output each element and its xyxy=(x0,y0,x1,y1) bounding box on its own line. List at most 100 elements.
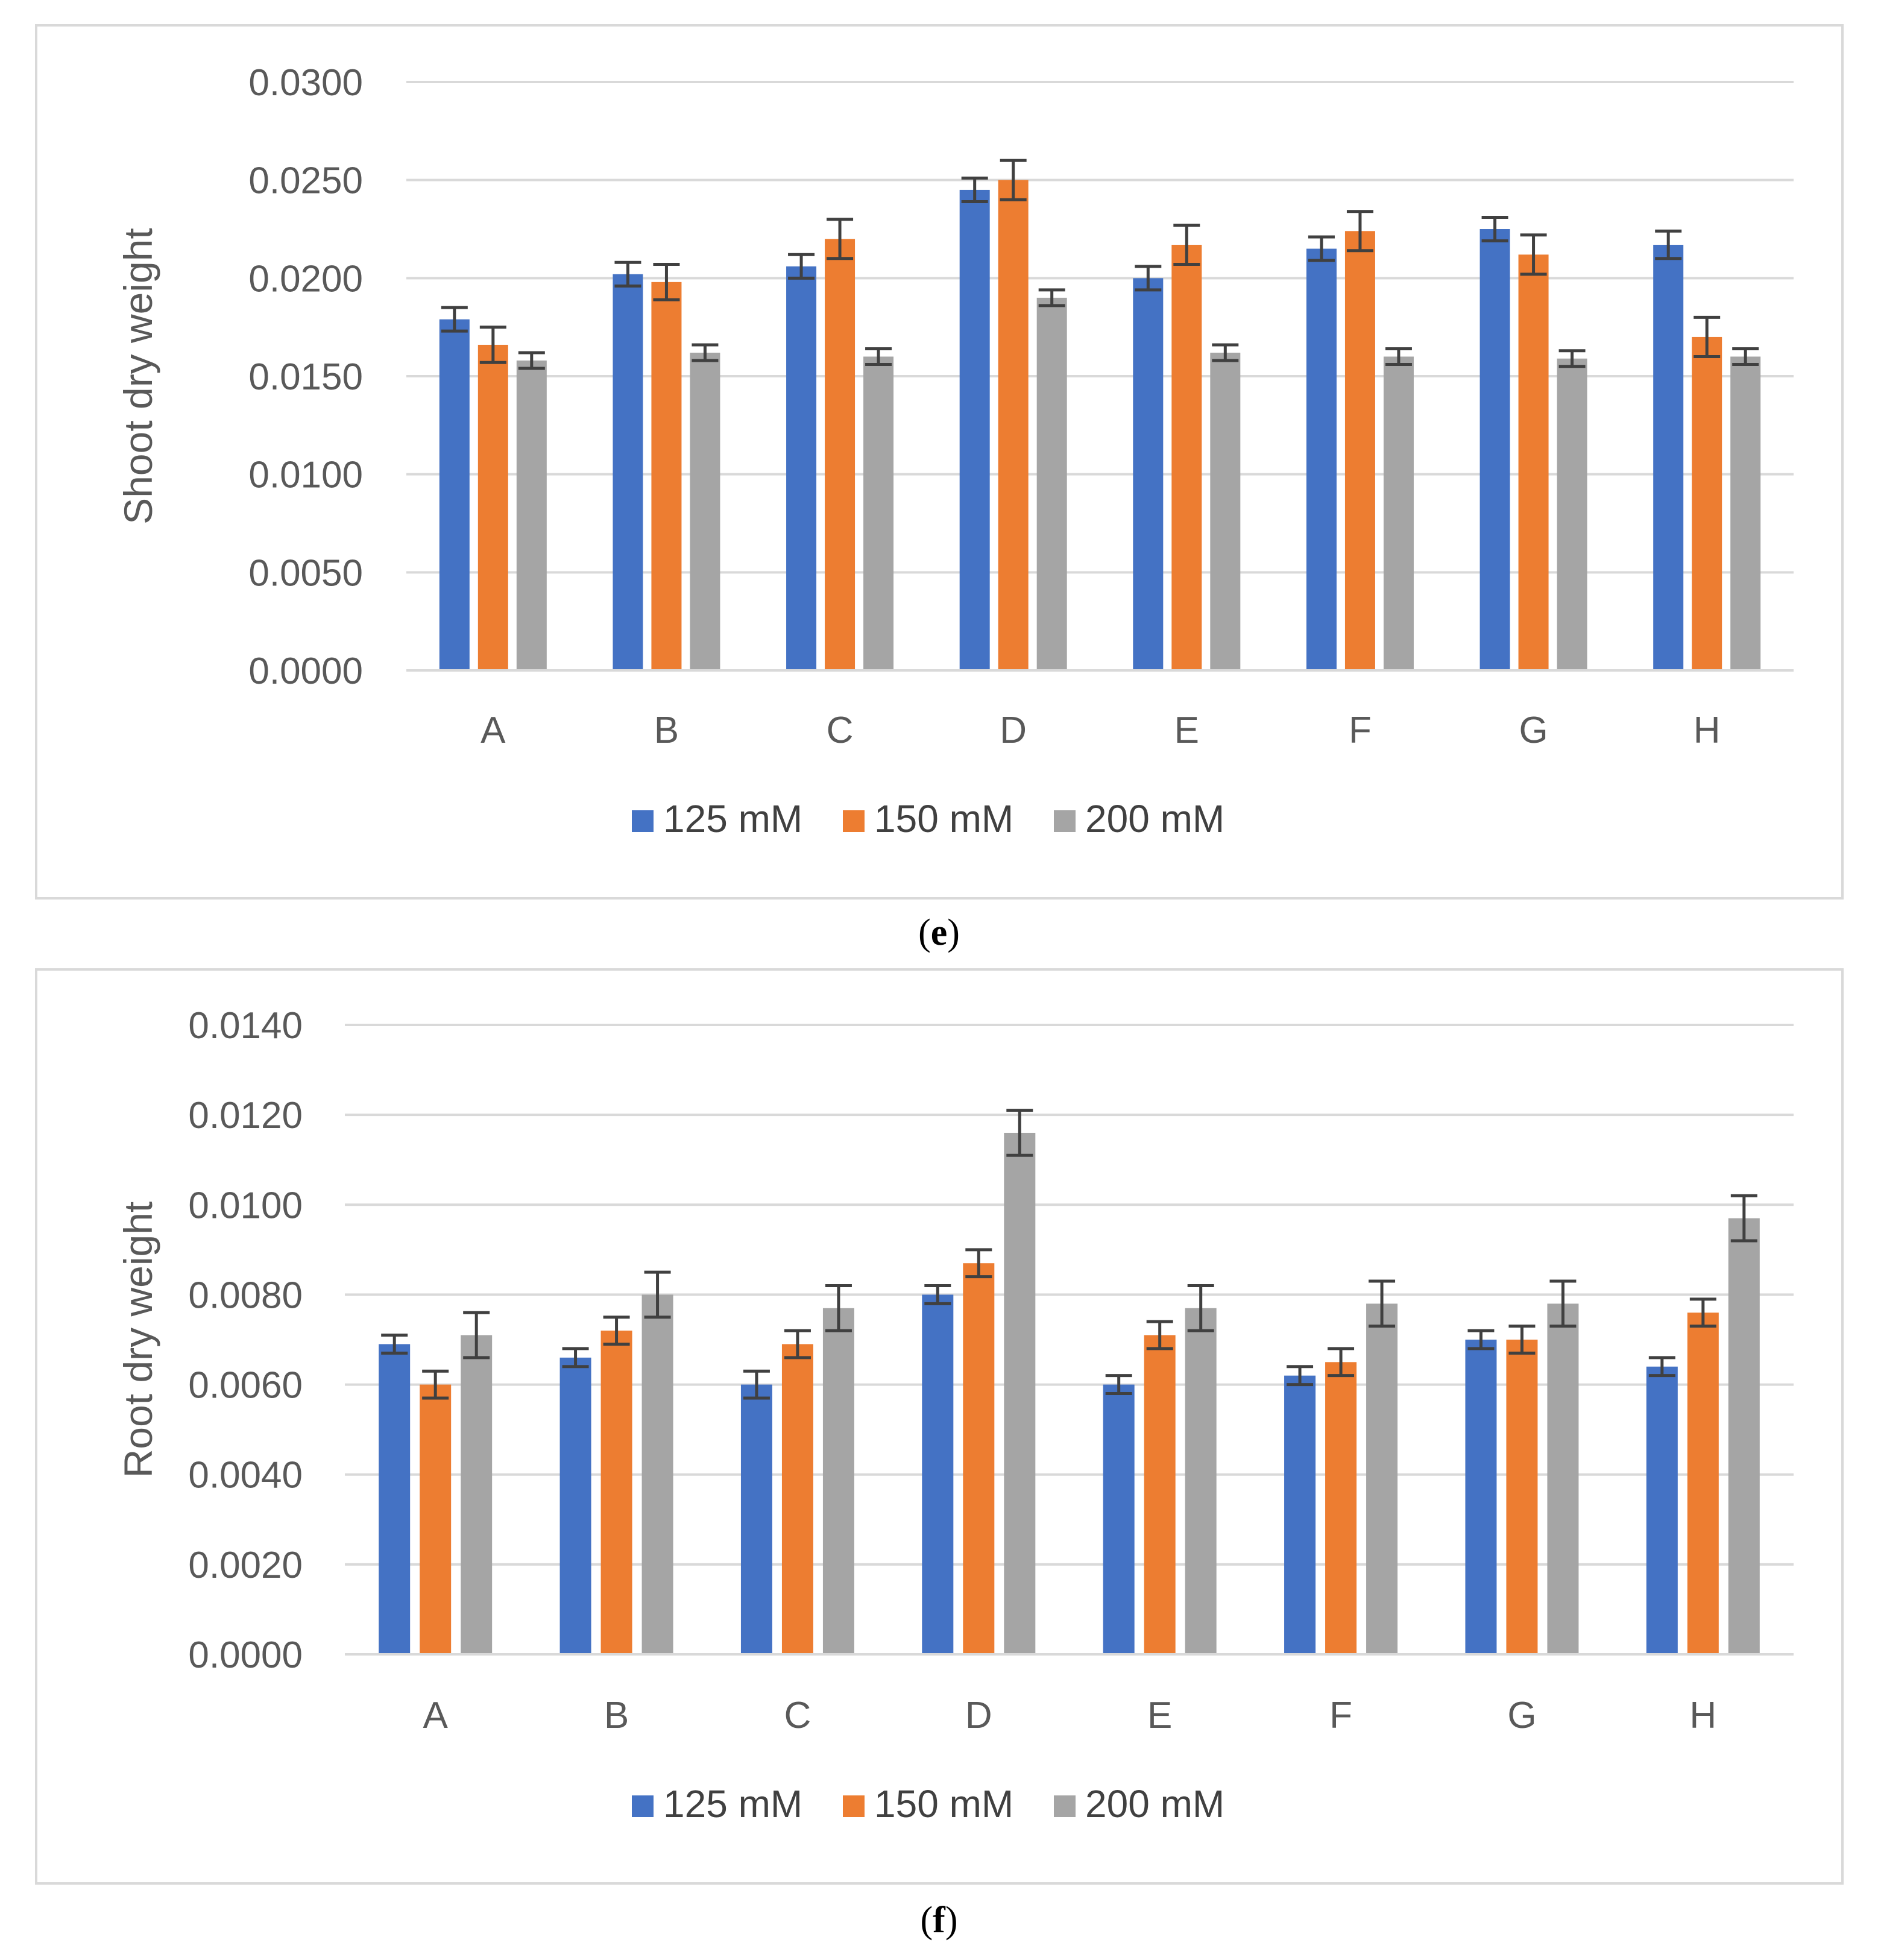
bar-b-150mm xyxy=(651,282,682,671)
x-category-label: B xyxy=(604,1695,629,1736)
bar-b-125mm xyxy=(613,274,643,670)
bar-a-150mm xyxy=(477,344,508,670)
error-bars xyxy=(381,1109,1757,1400)
x-category-label: D xyxy=(1000,710,1027,751)
bars xyxy=(439,180,1761,671)
bar-d-125mm xyxy=(922,1294,954,1654)
x-category-label: F xyxy=(1349,710,1372,751)
legend-swatch xyxy=(1054,1795,1076,1817)
caption-e-label: e xyxy=(930,912,948,953)
legend-swatch xyxy=(632,1795,654,1817)
y-tick-label: 0.0060 xyxy=(188,1365,303,1407)
x-category-label: C xyxy=(827,710,854,751)
x-category-label: A xyxy=(481,710,506,751)
bar-e-125mm xyxy=(1133,278,1164,670)
bar-b-200mm xyxy=(641,1294,673,1654)
legend: 125 mM 150 mM 200 mM xyxy=(632,797,1224,840)
y-tick-label: 0.0140 xyxy=(188,1005,303,1047)
error-bars xyxy=(441,159,1759,370)
y-tick-label: 0.0150 xyxy=(248,356,363,398)
bar-b-125mm xyxy=(559,1357,591,1654)
y-tick-label: 0.0300 xyxy=(248,62,363,104)
bar-d-150mm xyxy=(963,1263,995,1654)
x-category-label: H xyxy=(1689,1695,1716,1736)
bars xyxy=(379,1132,1760,1654)
y-tick-label: 0.0250 xyxy=(248,160,363,202)
bar-f-200mm xyxy=(1383,356,1414,670)
bar-a-125mm xyxy=(439,319,470,670)
bar-h-125mm xyxy=(1653,245,1684,670)
bar-h-125mm xyxy=(1646,1366,1678,1654)
bar-g-125mm xyxy=(1465,1340,1497,1654)
y-tick-label: 0.0020 xyxy=(188,1545,303,1586)
legend-label: 200 mM xyxy=(1085,797,1224,840)
x-category-label: A xyxy=(423,1695,449,1736)
legend-label: 125 mM xyxy=(663,797,802,840)
bar-c-125mm xyxy=(786,266,817,670)
y-tick-label: 0.0100 xyxy=(188,1185,303,1226)
root-dry-weight-chart: 0.0000 0.0020 0.0040 0.0060 0.0080 0.0100 0.01… xyxy=(35,968,1844,1885)
bar-g-150mm xyxy=(1506,1340,1538,1654)
bar-f-125mm xyxy=(1284,1375,1316,1654)
bar-e-125mm xyxy=(1103,1384,1135,1654)
y-tick-label: 0.0200 xyxy=(248,258,363,300)
y-tick-labels: 0.0000 0.0020 0.0040 0.0060 0.0080 0.0100 0.01… xyxy=(188,1005,303,1676)
bar-c-150mm xyxy=(825,239,855,670)
y-axis-title: Shoot dry weight xyxy=(116,228,160,525)
caption-f-label: f xyxy=(933,1900,945,1941)
bar-b-150mm xyxy=(600,1331,632,1654)
x-category-label: B xyxy=(654,710,679,751)
bar-a-200mm xyxy=(516,360,547,670)
bar-d-200mm xyxy=(1004,1132,1036,1654)
legend-swatch xyxy=(632,810,654,832)
y-axis-title: Root dry weight xyxy=(116,1202,160,1478)
bar-g-200mm xyxy=(1557,358,1587,670)
caption-f: (f) xyxy=(920,1900,958,1941)
bar-d-200mm xyxy=(1036,297,1067,670)
bar-e-150mm xyxy=(1171,245,1202,670)
bar-a-125mm xyxy=(379,1344,411,1654)
x-category-label: G xyxy=(1507,1695,1536,1736)
legend-label: 150 mM xyxy=(874,1782,1013,1826)
y-tick-label: 0.0050 xyxy=(248,552,363,594)
x-category-label: F xyxy=(1329,1695,1352,1736)
bar-h-150mm xyxy=(1692,336,1722,670)
shoot-dry-weight-chart-svg: 0.0000 0.0050 0.0100 0.0150 0.0200 0.0250 0.03… xyxy=(116,62,1794,840)
x-category-label: E xyxy=(1174,710,1199,751)
bar-h-150mm xyxy=(1687,1312,1719,1654)
legend-swatch xyxy=(1054,810,1076,832)
bar-c-125mm xyxy=(740,1384,772,1654)
bar-g-200mm xyxy=(1547,1303,1579,1654)
bar-a-200mm xyxy=(461,1335,493,1654)
legend-label: 150 mM xyxy=(874,797,1013,840)
x-category-label: G xyxy=(1519,710,1548,751)
legend-swatch xyxy=(843,1795,865,1817)
x-category-label: H xyxy=(1694,710,1721,751)
legend: 125 mM 150 mM 200 mM xyxy=(632,1782,1224,1826)
bar-g-125mm xyxy=(1479,229,1510,670)
y-tick-label: 0.0000 xyxy=(248,651,363,692)
legend-label: 125 mM xyxy=(663,1782,802,1826)
caption-e: (e) xyxy=(918,912,960,953)
bar-e-200mm xyxy=(1185,1308,1217,1654)
bar-d-150mm xyxy=(998,180,1029,670)
bar-h-200mm xyxy=(1728,1218,1760,1654)
bar-f-125mm xyxy=(1306,248,1337,670)
y-tick-label: 0.0080 xyxy=(188,1275,303,1316)
x-category-label: C xyxy=(784,1695,811,1736)
bar-e-200mm xyxy=(1210,352,1241,670)
y-tick-label: 0.0000 xyxy=(188,1634,303,1676)
bar-b-200mm xyxy=(690,352,720,670)
y-tick-label: 0.0040 xyxy=(188,1455,303,1496)
bar-c-150mm xyxy=(781,1344,813,1654)
y-tick-label: 0.0100 xyxy=(248,455,363,496)
bar-c-200mm xyxy=(863,356,894,670)
y-tick-label: 0.0120 xyxy=(188,1095,303,1136)
bar-d-125mm xyxy=(959,189,990,670)
bar-e-150mm xyxy=(1144,1335,1176,1654)
bar-f-150mm xyxy=(1344,231,1375,671)
y-tick-labels: 0.0000 0.0050 0.0100 0.0150 0.0200 0.0250 0.03… xyxy=(248,62,363,692)
bar-g-150mm xyxy=(1518,254,1549,670)
legend-label: 200 mM xyxy=(1085,1782,1224,1826)
bar-f-200mm xyxy=(1366,1303,1398,1654)
